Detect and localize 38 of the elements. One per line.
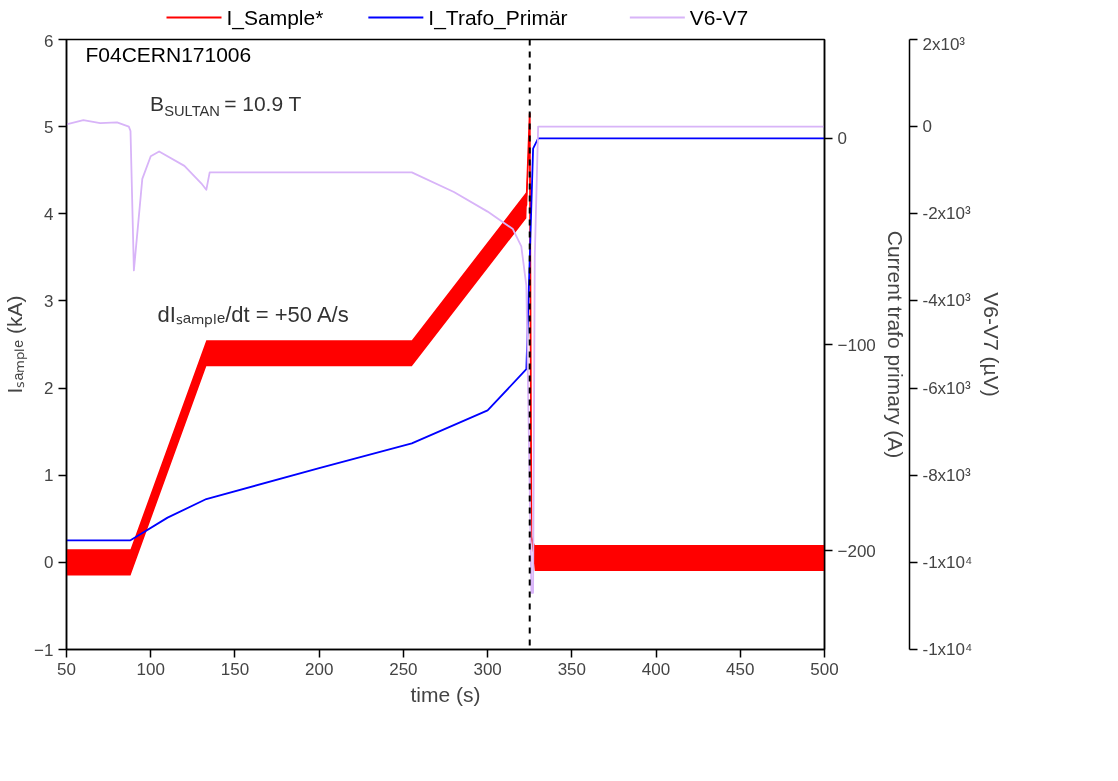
y3-tick-label: -1x10⁴ [922, 640, 973, 659]
x-tick-label: 250 [389, 659, 418, 679]
x-tick-label: 300 [473, 659, 502, 679]
y-tick-label: 0 [44, 553, 54, 573]
y3-tick-label: 0 [922, 117, 932, 137]
y-tick-label: 2 [44, 379, 54, 399]
y3-tick-label: -1x10⁴ [922, 552, 973, 572]
y-tick-label: 4 [44, 204, 54, 224]
y3-tick-label: -2x10³ [922, 204, 972, 224]
y-tick-label: 3 [44, 291, 54, 311]
legend-label: I_Trafo_Primär [428, 6, 568, 30]
y3-axis-title: V6-V7 (µV) [980, 292, 1004, 397]
x-tick-label: 50 [57, 659, 76, 679]
x-tick-label: 400 [641, 659, 671, 679]
y3-tick-label: -4x10³ [922, 291, 972, 311]
y-tick-label: −1 [34, 640, 54, 660]
x-tick-label: 200 [304, 659, 334, 679]
x-tick-label: 350 [557, 659, 587, 679]
x-tick-label: 500 [810, 659, 839, 679]
y3-tick-label: -8x10³ [922, 465, 972, 485]
annotation: dIₛₐₘₚₗₑ/dt = +50 A/s [157, 301, 349, 328]
legend-label: I_Sample* [226, 6, 324, 30]
y-tick-label: 6 [44, 31, 54, 51]
y2-axis-title: Current trafo primary (A) [883, 230, 907, 459]
x-tick-label: 150 [220, 659, 250, 679]
y-tick-label: 5 [44, 117, 54, 137]
y2-tick-label: 0 [837, 129, 847, 149]
x-tick-label: 100 [136, 659, 165, 679]
y-tick-label: 1 [44, 466, 54, 486]
y2-tick-label: −100 [837, 335, 876, 355]
y3-tick-label: 2x10³ [922, 34, 966, 54]
y-axis-title: Iₛₐₘₚₗₑ (kA) [3, 295, 29, 394]
y2-tick-label: −200 [837, 541, 876, 561]
chart-title: F04CERN171006 [85, 42, 252, 66]
y3-tick-label: -6x10³ [922, 378, 972, 398]
x-tick-label: 450 [726, 659, 755, 679]
x-axis-title: time (s) [410, 682, 481, 706]
legend-label: V6-V7 [689, 6, 749, 29]
